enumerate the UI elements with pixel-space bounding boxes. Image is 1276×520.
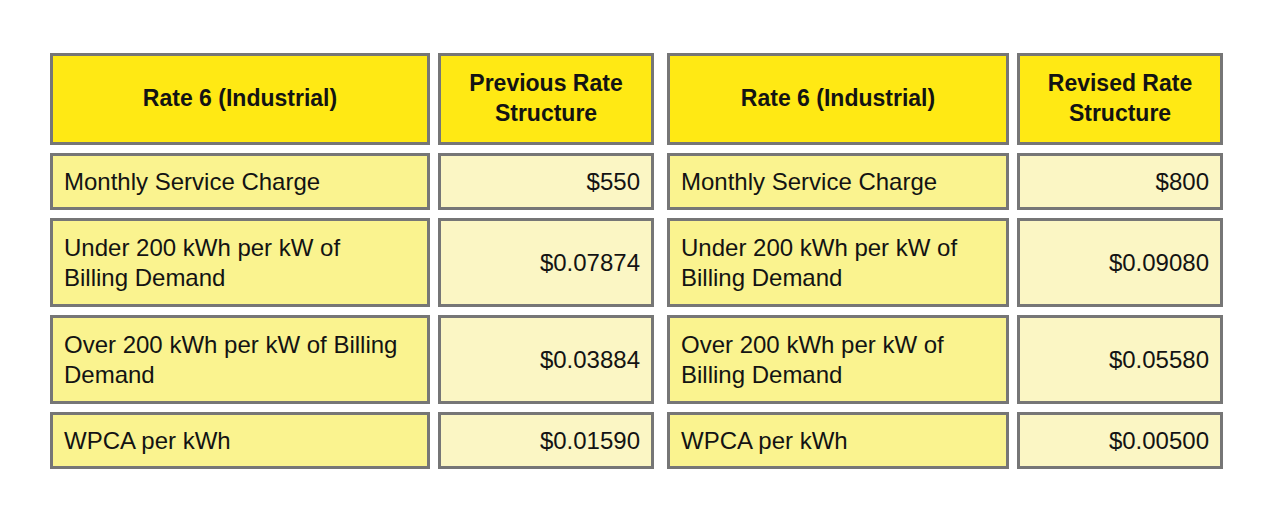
row-label-text: Monthly Service Charge	[681, 167, 937, 197]
row-value-over-200-kwh: $0.03884	[438, 315, 654, 404]
row-value-text: $0.07874	[540, 248, 640, 278]
row-label-text: WPCA per kWh	[64, 426, 231, 456]
row-label-over-200-kwh: Over 200 kWh per kW of Billing Demand	[667, 315, 1009, 404]
row-value-text: $0.00500	[1109, 426, 1209, 456]
rate-comparison-canvas: Rate 6 (Industrial) Previous Rate Struct…	[50, 53, 1223, 469]
row-value-wpca: $0.00500	[1017, 412, 1223, 469]
row-value-under-200-kwh: $0.07874	[438, 218, 654, 307]
revised-rate-table: Rate 6 (Industrial) Revised Rate Structu…	[667, 53, 1223, 469]
row-label-text: WPCA per kWh	[681, 426, 848, 456]
row-label-wpca: WPCA per kWh	[50, 412, 430, 469]
row-value-text: $0.05580	[1109, 345, 1209, 375]
row-label-under-200-kwh: Under 200 kWh per kW of Billing Demand	[50, 218, 430, 307]
row-value-text: $0.09080	[1109, 248, 1209, 278]
row-label-text: Monthly Service Charge	[64, 167, 320, 197]
row-label-text: Under 200 kWh per kW of Billing Demand	[64, 233, 404, 293]
row-value-text: $0.03884	[540, 345, 640, 375]
row-label-text: Over 200 kWh per kW of Billing Demand	[64, 330, 404, 390]
header-label: Rate 6 (Industrial)	[143, 84, 337, 114]
row-value-text: $550	[587, 167, 640, 197]
row-value-text: $800	[1156, 167, 1209, 197]
header-label: Previous Rate Structure	[451, 69, 641, 129]
header-cell-rate-category: Rate 6 (Industrial)	[667, 53, 1009, 145]
row-value-monthly-service-charge: $800	[1017, 153, 1223, 210]
previous-rate-table: Rate 6 (Industrial) Previous Rate Struct…	[50, 53, 654, 469]
header-label: Rate 6 (Industrial)	[741, 84, 935, 114]
row-value-monthly-service-charge: $550	[438, 153, 654, 210]
header-cell-rate-category: Rate 6 (Industrial)	[50, 53, 430, 145]
row-label-over-200-kwh: Over 200 kWh per kW of Billing Demand	[50, 315, 430, 404]
row-value-wpca: $0.01590	[438, 412, 654, 469]
row-value-under-200-kwh: $0.09080	[1017, 218, 1223, 307]
header-label: Revised Rate Structure	[1030, 69, 1210, 129]
row-label-text: Over 200 kWh per kW of Billing Demand	[681, 330, 983, 390]
header-cell-revised-rate-structure: Revised Rate Structure	[1017, 53, 1223, 145]
row-value-text: $0.01590	[540, 426, 640, 456]
row-label-wpca: WPCA per kWh	[667, 412, 1009, 469]
row-label-monthly-service-charge: Monthly Service Charge	[667, 153, 1009, 210]
header-cell-previous-rate-structure: Previous Rate Structure	[438, 53, 654, 145]
row-label-text: Under 200 kWh per kW of Billing Demand	[681, 233, 983, 293]
row-label-monthly-service-charge: Monthly Service Charge	[50, 153, 430, 210]
row-value-over-200-kwh: $0.05580	[1017, 315, 1223, 404]
row-label-under-200-kwh: Under 200 kWh per kW of Billing Demand	[667, 218, 1009, 307]
